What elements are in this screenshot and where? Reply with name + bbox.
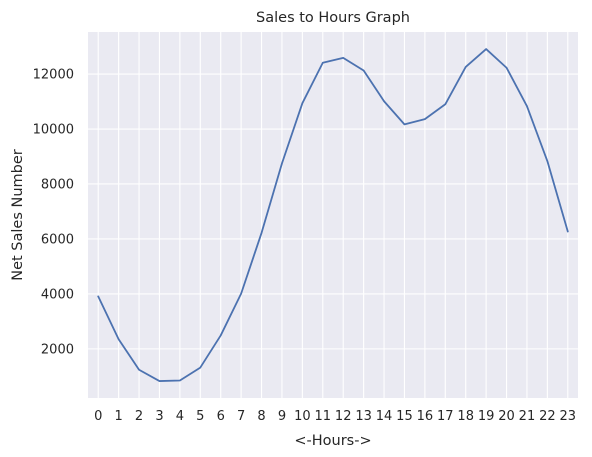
- x-tick-label: 21: [519, 409, 536, 424]
- x-tick-label: 4: [176, 409, 184, 424]
- y-tick-label: 6000: [41, 232, 74, 247]
- x-axis: 0 1 2 3 4 5 6 7 8 9 10 11 12 13 14 15 16 17 18 19 20 21 22 23: [94, 409, 576, 424]
- x-tick-label: 5: [196, 409, 204, 424]
- x-tick-label: 14: [376, 409, 393, 424]
- x-tick-label: 23: [560, 409, 577, 424]
- x-tick-label: 19: [478, 409, 495, 424]
- y-tick-label: 2000: [41, 342, 74, 357]
- plot-area: [88, 32, 578, 398]
- x-tick-label: 17: [437, 409, 454, 424]
- series-layer: [97, 48, 569, 382]
- x-tick-label: 6: [217, 409, 225, 424]
- x-tick-label: 18: [457, 409, 474, 424]
- x-tick-label: 22: [539, 409, 556, 424]
- x-tick-label: 7: [237, 409, 245, 424]
- series-line: [97, 48, 569, 382]
- x-tick-label: 3: [155, 409, 163, 424]
- x-tick-label: 13: [355, 409, 372, 424]
- x-tick-label: 11: [315, 409, 332, 424]
- y-axis-title: Net Sales Number: [10, 149, 26, 281]
- x-tick-label: 0: [94, 409, 102, 424]
- y-tick-label: 10000: [33, 123, 74, 138]
- grid: [88, 32, 578, 398]
- y-axis: 2000 4000 6000 8000 10000 12000: [33, 68, 74, 358]
- x-tick-label: 10: [294, 409, 311, 424]
- x-axis-title: <-Hours->: [294, 433, 371, 449]
- x-tick-label: 9: [278, 409, 286, 424]
- x-tick-label: 8: [257, 409, 265, 424]
- x-tick-label: 20: [498, 409, 515, 424]
- y-tick-label: 4000: [41, 287, 74, 302]
- x-tick-label: 12: [335, 409, 352, 424]
- chart-title: Sales to Hours Graph: [256, 10, 410, 26]
- x-tick-label: 1: [114, 409, 122, 424]
- x-tick-label: 15: [396, 409, 413, 424]
- y-tick-label: 8000: [41, 177, 74, 192]
- x-tick-label: 2: [135, 409, 143, 424]
- x-tick-label: 16: [417, 409, 434, 424]
- y-tick-label: 12000: [33, 68, 74, 83]
